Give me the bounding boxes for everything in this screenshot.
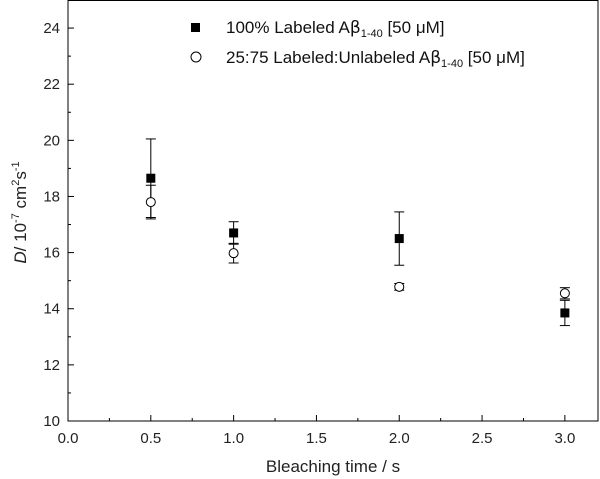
y-axis-ticks: 10 12 14 16 18 20 22 24 (43, 0, 74, 430)
x-tick-label: 3.0 (554, 430, 575, 447)
y-axis-text: / 10 (11, 223, 30, 251)
y-tick-label: 18 (43, 188, 60, 205)
legend-label-series-2: 25:75 Labeled:Unlabeled Aβ1-40 [50 μM] (226, 48, 525, 70)
data-point (146, 173, 156, 183)
y-tick-label: 14 (43, 301, 60, 318)
x-tick-label: 1.5 (306, 430, 327, 447)
y-axis-unit2: s (11, 171, 30, 180)
series-layer (145, 138, 570, 327)
y-axis-unit1: cm (11, 186, 30, 213)
y-axis-title: D/ 10-7 cm2s-1 (10, 161, 30, 263)
series-2 (145, 184, 570, 300)
x-tick-label: 0.0 (58, 430, 79, 447)
x-tick-label: 0.5 (140, 430, 161, 447)
data-point (559, 288, 570, 299)
data-point (560, 308, 570, 318)
y-tick-label: 16 (43, 245, 60, 262)
data-point (229, 228, 239, 238)
x-tick-label: 2.0 (389, 430, 410, 447)
y-tick-label: 22 (43, 76, 60, 93)
y-axis-symbol: D (11, 251, 30, 263)
legend-marker-series-1 (191, 23, 200, 32)
x-tick-label: 1.0 (223, 430, 244, 447)
x-axis-ticks: 0.0 0.5 1.0 1.5 2.0 2.5 3.0 (58, 415, 575, 447)
series-1 (145, 138, 570, 327)
y-tick-label: 20 (43, 132, 60, 149)
data-point (145, 197, 156, 208)
legend-label-series-1: 100% Labeled Aβ1-40 [50 μM] (226, 18, 445, 40)
y-tick-label: 12 (43, 357, 60, 374)
y-axis-exp3: -1 (10, 161, 22, 171)
x-tick-label: 2.5 (472, 430, 493, 447)
data-point (394, 234, 404, 244)
legend-marker-series-2 (190, 51, 202, 63)
x-axis-title: Bleaching time / s (266, 457, 400, 476)
data-point (394, 281, 405, 292)
data-point (228, 248, 239, 259)
y-axis-exp2: 2 (10, 180, 22, 186)
legend: 100% Labeled Aβ1-40 [50 μM] 25:75 Labele… (190, 18, 525, 70)
y-tick-label: 24 (43, 20, 60, 37)
plot-frame (67, 0, 599, 422)
y-axis-exp1: -7 (10, 213, 22, 223)
y-tick-label: 10 (43, 413, 60, 430)
